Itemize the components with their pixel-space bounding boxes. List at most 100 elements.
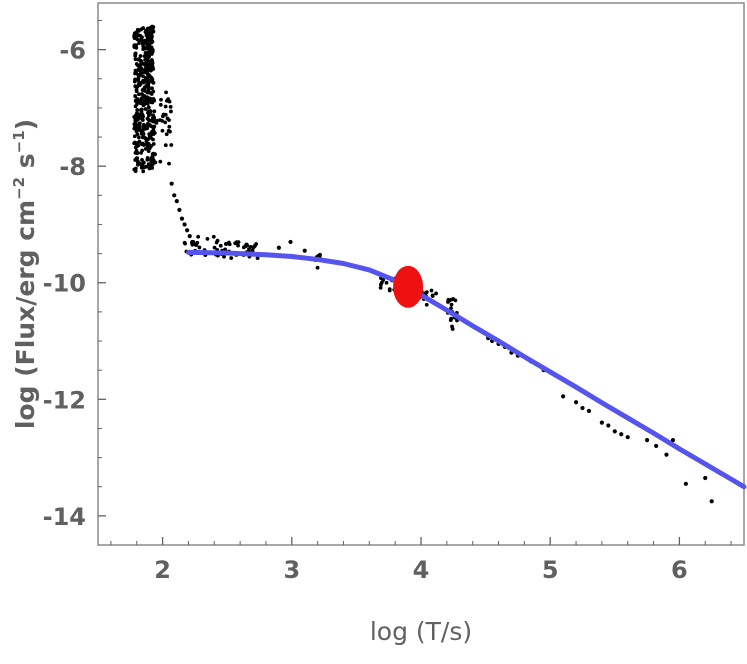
- data-point: [145, 157, 150, 162]
- data-point: [139, 150, 144, 155]
- data-point: [139, 97, 144, 102]
- data-point: [654, 443, 659, 449]
- data-point: [384, 280, 389, 285]
- data-point: [149, 30, 154, 35]
- data-point: [229, 256, 234, 260]
- data-point: [136, 78, 141, 82]
- data-point: [133, 68, 138, 73]
- data-point: [135, 156, 140, 160]
- data-point: [169, 181, 174, 186]
- data-point: [132, 45, 137, 49]
- data-point: [315, 265, 320, 270]
- data-point: [137, 122, 141, 127]
- data-point: [140, 88, 145, 92]
- data-point: [139, 107, 144, 112]
- data-point: [137, 65, 142, 69]
- data-point: [146, 84, 151, 89]
- y-axis-ticks: -6 -8 -10 -12 -14: [43, 19, 106, 531]
- data-point: [147, 54, 152, 59]
- data-point: [159, 97, 163, 102]
- data-point: [165, 116, 170, 121]
- data-point: [143, 99, 148, 103]
- x-tick-label: 2: [154, 556, 171, 584]
- data-point: [453, 298, 458, 303]
- data-point: [148, 123, 152, 128]
- data-point: [163, 104, 168, 109]
- data-point: [434, 291, 438, 296]
- data-point: [150, 154, 155, 159]
- data-point: [149, 75, 154, 80]
- data-point: [664, 452, 669, 457]
- y-tick-label: -14: [43, 503, 86, 531]
- data-point: [152, 124, 157, 129]
- data-point: [252, 244, 257, 249]
- data-point: [140, 157, 144, 162]
- data-point: [138, 73, 143, 78]
- data-point: [132, 79, 137, 84]
- data-point: [149, 52, 154, 56]
- x-tick-label: 3: [283, 556, 300, 584]
- data-point: [137, 135, 141, 140]
- data-point: [288, 239, 293, 245]
- data-point: [182, 222, 187, 227]
- data-point: [212, 245, 217, 250]
- data-point: [141, 94, 146, 99]
- data-point: [147, 113, 151, 118]
- data-point: [139, 165, 144, 170]
- data-point: [145, 26, 150, 31]
- data-point: [169, 109, 173, 114]
- data-point: [223, 247, 228, 252]
- data-point: [703, 475, 708, 481]
- data-point: [134, 149, 139, 153]
- data-point: [612, 429, 617, 434]
- data-point: [146, 105, 151, 110]
- data-point: [167, 124, 172, 129]
- fit-curve: [185, 249, 747, 490]
- data-point: [136, 92, 141, 97]
- data-point: [132, 141, 137, 146]
- data-point: [145, 57, 150, 62]
- data-point: [132, 31, 137, 36]
- data-point: [185, 228, 190, 233]
- data-point: [144, 66, 149, 70]
- data-point: [447, 298, 452, 303]
- data-point: [182, 240, 187, 245]
- data-point: [148, 90, 152, 95]
- data-point: [150, 58, 154, 63]
- data-point: [218, 243, 223, 248]
- data-point: [152, 98, 157, 103]
- data-point: [378, 282, 383, 287]
- data-point: [164, 90, 168, 95]
- y-axis-title-close: ): [11, 119, 40, 130]
- data-point: [138, 115, 143, 120]
- data-point: [160, 119, 165, 123]
- data-point: [606, 423, 611, 428]
- data-point: [424, 290, 429, 295]
- data-point: [150, 39, 155, 44]
- data-point: [133, 57, 138, 62]
- data-point: [133, 114, 138, 118]
- x-tick-label: 4: [413, 556, 430, 584]
- data-point: [148, 98, 153, 103]
- data-point: [429, 288, 434, 293]
- data-point: [190, 239, 195, 245]
- data-point: [146, 62, 151, 67]
- data-point: [135, 37, 140, 42]
- data-point: [243, 244, 248, 249]
- data-point: [150, 64, 155, 69]
- data-point: [153, 152, 157, 157]
- x-tick-label: 5: [542, 556, 559, 584]
- data-point: [135, 108, 140, 112]
- data-point: [449, 302, 454, 307]
- data-point: [134, 89, 139, 94]
- data-point: [143, 107, 148, 111]
- data-point: [150, 166, 155, 170]
- highlight-marker: [393, 265, 424, 308]
- x-tick-label: 6: [671, 556, 688, 584]
- data-point: [150, 24, 155, 29]
- data-point: [169, 143, 174, 147]
- data-point: [151, 158, 156, 163]
- data-point: [150, 34, 154, 38]
- data-point: [205, 236, 210, 241]
